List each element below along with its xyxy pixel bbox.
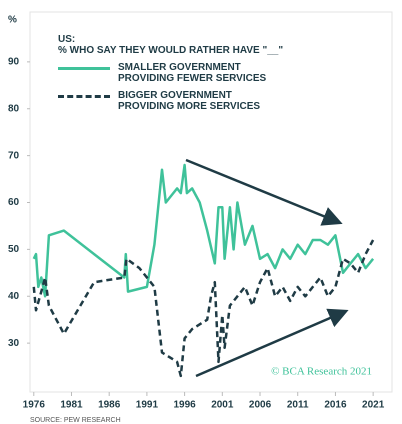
y-tick-label: 60 bbox=[8, 197, 20, 208]
legend-title: US: bbox=[58, 34, 76, 45]
x-tick-label: 2016 bbox=[324, 400, 347, 411]
legend-item: BIGGER GOVERNMENT PROVIDING MORE SERVICE… bbox=[58, 90, 288, 112]
legend-swatch bbox=[58, 67, 110, 70]
y-axis-label: % bbox=[8, 15, 17, 26]
legend-label: SMALLER GOVERNMENT PROVIDING FEWER SERVI… bbox=[118, 62, 267, 84]
series-line bbox=[32, 239, 375, 378]
x-tick-label: 1996 bbox=[173, 400, 196, 411]
watermark: © BCA Research 2021 bbox=[271, 366, 372, 378]
x-tick-label: 2006 bbox=[249, 400, 272, 411]
legend-subtitle: % WHO SAY THEY WOULD RATHER HAVE "__" bbox=[58, 45, 284, 56]
x-tick-label: 1981 bbox=[60, 400, 83, 411]
y-tick-label: 30 bbox=[8, 338, 20, 349]
x-tick-label: 2001 bbox=[211, 400, 234, 411]
trend-arrow bbox=[185, 158, 343, 226]
y-tick-label: 50 bbox=[8, 244, 20, 255]
series-line bbox=[32, 163, 375, 298]
x-tick-label: 2011 bbox=[287, 400, 309, 411]
y-tick-label: 80 bbox=[8, 103, 20, 114]
y-tick-label: 90 bbox=[8, 57, 20, 68]
legend-swatch bbox=[58, 95, 110, 98]
trend-arrow bbox=[195, 308, 349, 378]
source: SOURCE: PEW RESEARCH bbox=[30, 417, 121, 424]
legend-label: BIGGER GOVERNMENT PROVIDING MORE SERVICE… bbox=[118, 90, 261, 112]
y-tick-label: 70 bbox=[8, 150, 20, 161]
x-tick-label: 1986 bbox=[98, 400, 121, 411]
legend-rows: SMALLER GOVERNMENT PROVIDING FEWER SERVI… bbox=[58, 62, 288, 112]
x-tick-label: 1991 bbox=[136, 400, 159, 411]
x-tick-label: 2021 bbox=[362, 400, 385, 411]
legend-item: SMALLER GOVERNMENT PROVIDING FEWER SERVI… bbox=[58, 62, 288, 84]
y-tick-label: 40 bbox=[8, 291, 20, 302]
legend: US: % WHO SAY THEY WOULD RATHER HAVE "__… bbox=[58, 34, 288, 112]
x-tick-label: 1976 bbox=[23, 400, 46, 411]
